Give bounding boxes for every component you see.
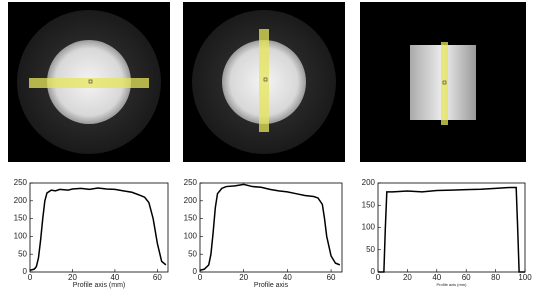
y-tick-label: 250 xyxy=(184,178,198,187)
x-tick-label: 40 xyxy=(432,273,441,282)
y-tick-label: 200 xyxy=(14,196,28,205)
y-tick-label: 100 xyxy=(362,223,376,232)
data-line xyxy=(199,183,341,271)
x-axis-label: Profile axis xyxy=(254,282,289,289)
x-tick-label: 20 xyxy=(403,273,412,282)
y-tick-label: 150 xyxy=(362,200,376,209)
x-tick-label: 60 xyxy=(327,273,336,282)
plot-frame xyxy=(199,182,343,273)
image-panel xyxy=(183,2,345,162)
data-line xyxy=(29,187,167,271)
y-tick-label: 150 xyxy=(14,214,28,223)
x-tick-label: 40 xyxy=(283,273,292,282)
data-line xyxy=(378,186,525,273)
y-tick-label: 100 xyxy=(184,232,198,241)
x-tick-label: 20 xyxy=(68,273,77,282)
image-panel xyxy=(8,2,170,162)
x-tick-label: 40 xyxy=(110,273,119,282)
x-tick-label: 60 xyxy=(153,273,162,282)
x-tick-label: 0 xyxy=(198,273,203,282)
y-tick-label: 150 xyxy=(184,214,198,223)
x-tick-label: 60 xyxy=(462,273,471,282)
y-tick-label: 250 xyxy=(14,178,28,187)
image-panel xyxy=(360,2,526,162)
x-axis-label: Profile axis (mm) xyxy=(73,282,126,289)
y-tick-label: 200 xyxy=(184,196,198,205)
y-tick-label: 50 xyxy=(18,249,27,258)
y-tick-label: 0 xyxy=(193,267,198,276)
y-tick-label: 0 xyxy=(371,267,376,276)
plot-frame xyxy=(29,182,169,273)
x-tick-label: 0 xyxy=(28,273,33,282)
y-tick-label: 200 xyxy=(362,178,376,187)
x-axis-label: Profile axis (mm) xyxy=(436,282,467,287)
x-tick-label: 80 xyxy=(491,273,500,282)
y-tick-label: 50 xyxy=(366,245,375,254)
plot-frame xyxy=(377,182,526,273)
x-tick-label: 20 xyxy=(239,273,248,282)
y-tick-label: 100 xyxy=(14,232,28,241)
x-tick-label: 100 xyxy=(518,273,532,282)
y-tick-label: 50 xyxy=(188,249,197,258)
y-tick-label: 0 xyxy=(23,267,28,276)
x-tick-label: 0 xyxy=(376,273,381,282)
